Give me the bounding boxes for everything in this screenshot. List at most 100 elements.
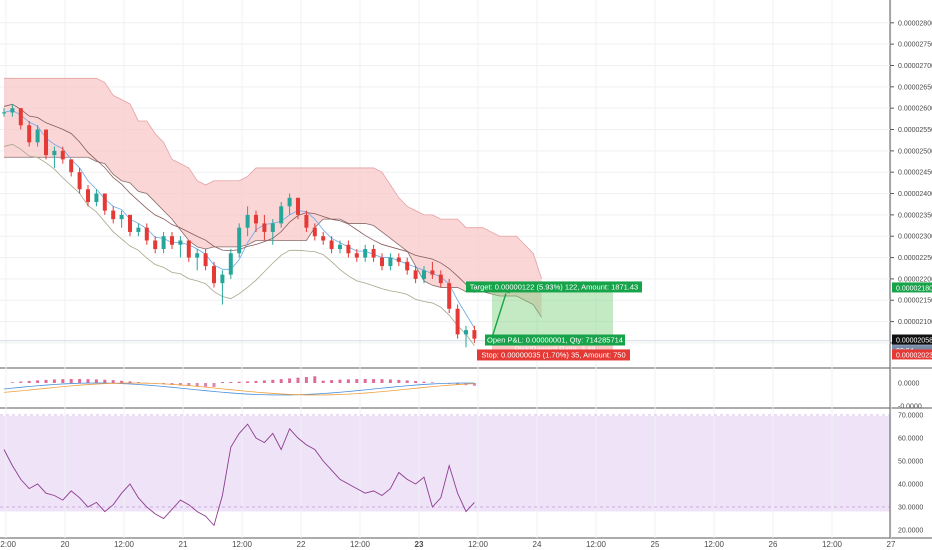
- profit-zone: [492, 287, 613, 340]
- price-tick-label: 0.00002150: [898, 298, 932, 305]
- candle-body: [77, 172, 82, 190]
- macd-histogram-bar: [204, 383, 208, 387]
- price-tick-label: 0.00002400: [898, 191, 932, 198]
- candle-body: [178, 240, 183, 245]
- candle-body: [203, 253, 208, 267]
- macd-histogram-bar: [120, 380, 124, 383]
- axes: 0.000028000.000027500.000027000.00002650…: [0, 20, 932, 549]
- candle-body: [363, 249, 368, 258]
- time-tick-label: 21: [179, 540, 188, 549]
- candle-body: [455, 308, 460, 335]
- rsi-line: [3, 423, 475, 527]
- candle-body: [44, 129, 48, 156]
- stop-price-tag: 0.00002023: [896, 352, 932, 359]
- candle-body: [35, 129, 40, 143]
- macd-histogram-bar: [246, 381, 250, 383]
- macd-histogram-bar: [229, 381, 233, 383]
- price-tick-label: 0.00002300: [898, 234, 932, 241]
- candle-body: [430, 270, 435, 275]
- price-tick-label: 0.00002350: [898, 212, 932, 219]
- macd-histogram-bar: [330, 380, 334, 383]
- macd-histogram-bar: [19, 381, 23, 383]
- candle-body: [170, 236, 174, 245]
- macd-histogram-bar: [111, 380, 115, 383]
- macd-histogram-bar: [178, 383, 182, 386]
- candle-body: [321, 236, 326, 241]
- macd-histogram-bar: [304, 376, 308, 383]
- time-tick-label: 12:00: [468, 540, 489, 549]
- rsi-tick-label: 20.0000: [898, 528, 923, 535]
- candle-body: [119, 214, 124, 220]
- long-position-tool[interactable]: Target: 0.00000122 (5.93%) 122, Amount: …: [466, 281, 642, 361]
- macd-histogram-bar: [187, 383, 191, 387]
- candle-body: [296, 197, 300, 215]
- price-tick-label: 0.00002600: [898, 106, 932, 113]
- rsi-pane: [0, 414, 890, 527]
- macd-line: [3, 382, 475, 396]
- ma-line-fast: [3, 109, 475, 329]
- macd-histogram-bar: [212, 383, 216, 387]
- macd-histogram-bar: [346, 379, 350, 383]
- macd-histogram-bar: [103, 379, 107, 383]
- candle-body: [195, 253, 200, 258]
- macd-histogram-bar: [170, 383, 174, 385]
- macd-histogram-bar: [430, 382, 434, 383]
- macd-histogram-bar: [61, 379, 65, 383]
- candle-body: [94, 193, 99, 203]
- candle-body: [270, 223, 275, 232]
- candle-body: [438, 274, 443, 284]
- rsi-tick-label: 60.0000: [898, 436, 923, 443]
- time-tick-label: 27: [887, 540, 896, 549]
- candle-body: [86, 189, 90, 203]
- signal-line: [3, 382, 475, 396]
- rsi-tick-label: 70.0000: [898, 413, 923, 420]
- macd-histogram-bar: [44, 379, 48, 383]
- time-tick-label: 12:00: [704, 540, 725, 549]
- candles: [2, 103, 477, 348]
- macd-pane: [3, 376, 476, 396]
- pnl-label-bg: [485, 334, 625, 346]
- candle-body: [447, 283, 452, 309]
- price-tick-label: 0.00002800: [898, 20, 932, 27]
- candle-body: [254, 214, 258, 224]
- candle-body: [186, 240, 191, 258]
- time-tick-label: 26: [769, 540, 778, 549]
- candle-body: [18, 108, 23, 126]
- pnl-label: Open P&L: 0.00000001, Qty: 714285714: [487, 336, 623, 345]
- candle-body: [136, 227, 141, 232]
- macd-histogram-bar: [388, 379, 392, 383]
- candle-body: [262, 223, 267, 232]
- target-price-tag: 0.00002180: [896, 285, 932, 292]
- candle-body: [422, 270, 426, 279]
- macd-histogram-bar: [405, 380, 409, 383]
- stop-label-bg: [477, 349, 630, 361]
- time-tick-label: 12:00: [822, 540, 843, 549]
- price-tick-label: 0.00002700: [898, 63, 932, 70]
- candle-body: [144, 227, 149, 241]
- macd-histogram-bar: [94, 379, 98, 383]
- time-tick-label: 23: [415, 540, 424, 549]
- macd-histogram-bar: [279, 379, 283, 383]
- macd-histogram-bar: [36, 380, 40, 383]
- time-tick-label: 22: [297, 540, 306, 549]
- macd-histogram-bar: [472, 383, 476, 386]
- macd-histogram-bar: [363, 379, 367, 383]
- time-tick-label: 24: [533, 540, 542, 549]
- candle-body: [346, 244, 351, 254]
- time-tick-label: 25: [651, 540, 660, 549]
- macd-histogram-bar: [27, 380, 31, 383]
- macd-histogram-bar: [288, 378, 292, 383]
- macd-histogram-bar: [128, 381, 132, 383]
- time-tick-label: 12:00: [0, 540, 17, 549]
- time-tick-label: 12:00: [586, 540, 607, 549]
- macd-histogram-bar: [380, 379, 384, 383]
- rr-label: Risk/Reward Ratio: 3.49: [515, 345, 596, 354]
- candle-body: [228, 253, 233, 275]
- candle-body: [52, 150, 57, 156]
- stop-price-tag-bg: [892, 349, 932, 360]
- candle-body: [472, 330, 477, 339]
- macd-histogram-bar: [321, 380, 325, 383]
- cloud-span-a: [4, 77, 542, 280]
